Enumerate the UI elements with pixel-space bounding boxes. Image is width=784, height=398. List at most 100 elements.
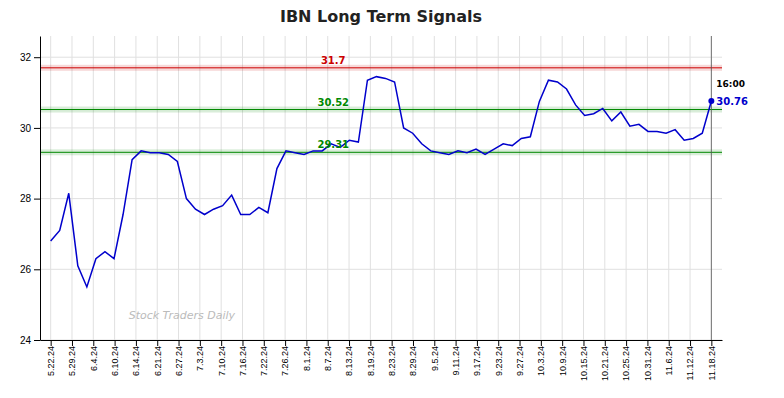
grid-line-x bbox=[604, 36, 605, 340]
x-tick-label: 11.6.24 bbox=[664, 346, 674, 375]
grid-line-x bbox=[668, 36, 669, 340]
grid-line-x bbox=[647, 36, 648, 340]
x-tick: 5.29.24 bbox=[67, 340, 77, 376]
y-tick-mark bbox=[34, 128, 40, 129]
x-tick-label: 10.9.24 bbox=[558, 346, 568, 376]
grid-line-x bbox=[498, 36, 499, 340]
x-tick: 10.25.24 bbox=[621, 340, 631, 381]
x-tick-mark bbox=[179, 340, 180, 346]
x-tick-mark bbox=[647, 340, 648, 346]
x-tick-label: 6.27.24 bbox=[174, 346, 184, 376]
last-vline bbox=[711, 36, 712, 340]
x-tick-label: 7.16.24 bbox=[238, 346, 248, 376]
grid-line-x bbox=[370, 36, 371, 340]
x-tick: 7.26.24 bbox=[280, 340, 290, 376]
x-tick-label: 10.15.24 bbox=[579, 346, 589, 381]
y-tick-label: 28 bbox=[20, 193, 32, 204]
x-tick-label: 10.3.24 bbox=[536, 346, 546, 376]
x-tick-mark bbox=[157, 340, 158, 346]
x-tick-label: 9.11.24 bbox=[451, 346, 461, 375]
x-tick-label: 6.4.24 bbox=[89, 346, 99, 371]
grid-line-x bbox=[455, 36, 456, 340]
x-tick-mark bbox=[690, 340, 691, 346]
hline-band bbox=[40, 65, 722, 71]
hline bbox=[40, 67, 722, 68]
y-tick-label: 30 bbox=[20, 123, 32, 134]
y-tick-label: 24 bbox=[20, 335, 32, 346]
x-tick-mark bbox=[392, 340, 393, 346]
x-tick-mark bbox=[136, 340, 137, 346]
x-tick: 8.1.24 bbox=[302, 340, 312, 371]
grid bbox=[40, 36, 722, 340]
x-tick-mark bbox=[51, 340, 52, 346]
x-tick-mark bbox=[605, 340, 606, 346]
grid-line-x bbox=[71, 36, 72, 340]
x-tick: 5.22.24 bbox=[46, 340, 56, 376]
y-tick-mark bbox=[34, 199, 40, 200]
x-tick: 9.5.24 bbox=[430, 340, 440, 371]
grid-line-x bbox=[476, 36, 477, 340]
grid-line-x bbox=[306, 36, 307, 340]
plot: 5.22.245.29.246.4.246.10.246.14.246.21.2… bbox=[20, 36, 748, 381]
x-tick-mark bbox=[434, 340, 435, 346]
grid-line-x bbox=[93, 36, 94, 340]
last-point bbox=[708, 98, 714, 104]
x-tick: 7.16.24 bbox=[238, 340, 248, 376]
x-tick-mark bbox=[541, 340, 542, 346]
x-tick-label: 9.27.24 bbox=[515, 346, 525, 376]
x-tick-mark bbox=[583, 340, 584, 346]
x-tick-label: 8.23.24 bbox=[387, 346, 397, 376]
grid-line-x bbox=[199, 36, 200, 340]
y-tick: 30 bbox=[20, 123, 40, 134]
x-tick: 10.15.24 bbox=[579, 340, 589, 381]
x-tick-mark bbox=[285, 340, 286, 346]
x-tick: 6.4.24 bbox=[89, 340, 99, 371]
grid-line-x bbox=[434, 36, 435, 340]
y-tick-label: 26 bbox=[20, 264, 32, 275]
hline bbox=[40, 109, 722, 110]
x-tick-label: 9.5.24 bbox=[430, 346, 440, 371]
x-tick-label: 10.21.24 bbox=[600, 346, 610, 381]
x-tick-label: 8.1.24 bbox=[302, 346, 312, 371]
x-tick-label: 11.12.24 bbox=[685, 346, 695, 380]
x-tick: 9.27.24 bbox=[515, 340, 525, 376]
x-tick: 11.18.24 bbox=[707, 340, 717, 380]
x-tick-mark bbox=[498, 340, 499, 346]
x-axis: 5.22.245.29.246.4.246.10.246.14.246.21.2… bbox=[41, 340, 723, 381]
grid-line-x bbox=[285, 36, 286, 340]
grid-line-x bbox=[711, 36, 712, 340]
x-tick: 10.3.24 bbox=[536, 340, 546, 376]
last-time: 16:00 bbox=[716, 79, 745, 89]
last-price: 30.76 bbox=[716, 96, 748, 107]
y-tick: 26 bbox=[20, 264, 40, 275]
grid-line-x bbox=[263, 36, 264, 340]
grid-line-x bbox=[583, 36, 584, 340]
x-tick: 11.6.24 bbox=[664, 340, 674, 375]
y-tick: 28 bbox=[20, 193, 40, 204]
x-tick-mark bbox=[669, 340, 670, 346]
y-tick: 32 bbox=[20, 52, 40, 63]
x-tick-mark bbox=[349, 340, 350, 346]
x-tick-mark bbox=[370, 340, 371, 346]
hline-band bbox=[40, 107, 722, 113]
y-axis-line bbox=[40, 37, 41, 341]
grid-line-x bbox=[562, 36, 563, 340]
x-tick-mark bbox=[520, 340, 521, 346]
annotations: 31.730.5229.3116:0030.76Stock Traders Da… bbox=[129, 55, 748, 322]
grid-line-y bbox=[40, 127, 722, 128]
x-tick-mark bbox=[242, 340, 243, 346]
hline-band bbox=[40, 149, 722, 155]
x-tick: 7.22.24 bbox=[259, 340, 269, 376]
x-tick-mark bbox=[72, 340, 73, 346]
x-tick-label: 8.7.24 bbox=[323, 346, 333, 371]
x-tick: 10.9.24 bbox=[558, 340, 568, 376]
x-tick: 9.17.24 bbox=[472, 340, 482, 376]
x-tick-mark bbox=[477, 340, 478, 346]
x-tick: 6.10.24 bbox=[110, 340, 120, 376]
x-tick: 9.23.24 bbox=[494, 340, 504, 376]
grid-line-x bbox=[519, 36, 520, 340]
x-tick-label: 8.13.24 bbox=[344, 346, 354, 376]
x-tick-mark bbox=[264, 340, 265, 346]
x-tick: 8.29.24 bbox=[408, 340, 418, 376]
x-tick-mark bbox=[711, 340, 712, 346]
